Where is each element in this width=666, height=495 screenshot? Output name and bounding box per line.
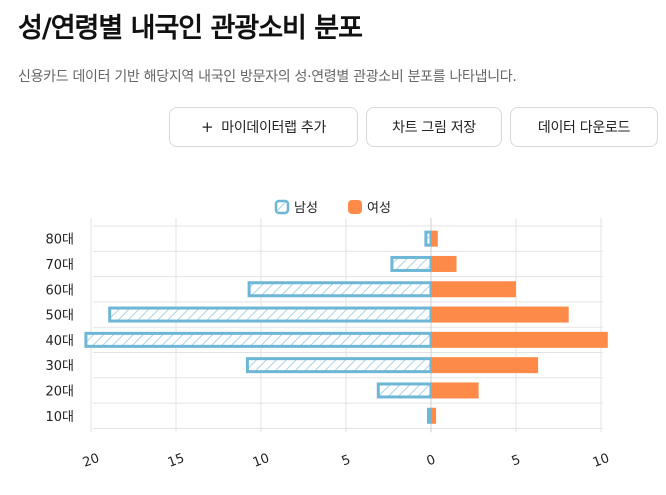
y-tick-label: 70대	[45, 258, 74, 273]
chart-grid	[90, 218, 603, 433]
add-mydatalab-button[interactable]: + 마이데이터랩 추가	[169, 107, 358, 147]
page-description: 신용카드 데이터 기반 해당지역 내국인 방문자의 성·연령별 관광소비 분포를…	[18, 69, 517, 85]
download-data-button[interactable]: 데이터 다운로드	[510, 107, 658, 147]
legend-label-female[interactable]: 여성	[367, 201, 391, 216]
add-mydatalab-label: 마이데이터랩 추가	[221, 120, 327, 136]
bar-male[interactable]	[108, 306, 433, 323]
y-tick-label: 60대	[45, 283, 74, 298]
bar-male[interactable]	[376, 382, 433, 399]
butterfly-bar-chart: 남성 여성 80대 70대 60대 50대 40대 30대 20대 10대 20 15 10 5 0 5 1…	[45, 199, 612, 471]
bar-female[interactable]	[431, 230, 438, 247]
chart-legend: 남성 여성	[274, 199, 391, 216]
legend-swatch-male[interactable]	[274, 199, 290, 215]
bar-female[interactable]	[431, 331, 608, 348]
download-data-label: 데이터 다운로드	[537, 120, 631, 136]
x-tick-label: 10	[591, 451, 612, 471]
bar-female[interactable]	[431, 306, 569, 323]
y-tick-label: 50대	[45, 309, 74, 324]
bar-female[interactable]	[431, 357, 539, 374]
y-tick-label: 30대	[45, 359, 74, 374]
bar-female[interactable]	[431, 407, 437, 424]
page-title: 성/연령별 내국인 관광소비 분포	[18, 13, 363, 44]
legend-label-male[interactable]: 남성	[294, 201, 318, 216]
plus-icon: +	[200, 118, 214, 136]
save-chart-image-label: 차트 그림 저장	[392, 120, 476, 136]
legend-swatch-female[interactable]	[348, 200, 362, 214]
x-tick-label: 10	[251, 451, 272, 471]
toolbar: + 마이데이터랩 추가 차트 그림 저장 데이터 다운로드	[169, 107, 658, 147]
bar-male[interactable]	[245, 357, 433, 374]
bar-male[interactable]	[247, 281, 433, 298]
y-axis-labels: 80대 70대 60대 50대 40대 30대 20대 10대	[45, 233, 74, 425]
x-tick-label: 5	[510, 452, 523, 469]
bar-male[interactable]	[424, 230, 433, 247]
bar-male[interactable]	[84, 331, 433, 348]
save-chart-image-button[interactable]: 차트 그림 저장	[366, 107, 502, 147]
y-tick-label: 80대	[45, 233, 74, 248]
bar-male[interactable]	[390, 255, 433, 272]
bar-female[interactable]	[431, 382, 479, 399]
bar-female[interactable]	[431, 255, 457, 272]
y-tick-label: 10대	[45, 410, 74, 425]
y-tick-label: 40대	[45, 334, 74, 349]
x-axis-labels: 20 15 10 5 0 5 10	[81, 451, 612, 471]
chart-bars	[84, 230, 608, 424]
y-tick-label: 20대	[45, 384, 74, 399]
x-tick-label: 20	[81, 451, 102, 471]
x-tick-label: 15	[166, 451, 187, 471]
x-tick-label: 5	[340, 452, 353, 469]
x-tick-label: 0	[425, 452, 438, 469]
bar-male[interactable]	[426, 407, 433, 424]
bar-female[interactable]	[431, 281, 516, 298]
